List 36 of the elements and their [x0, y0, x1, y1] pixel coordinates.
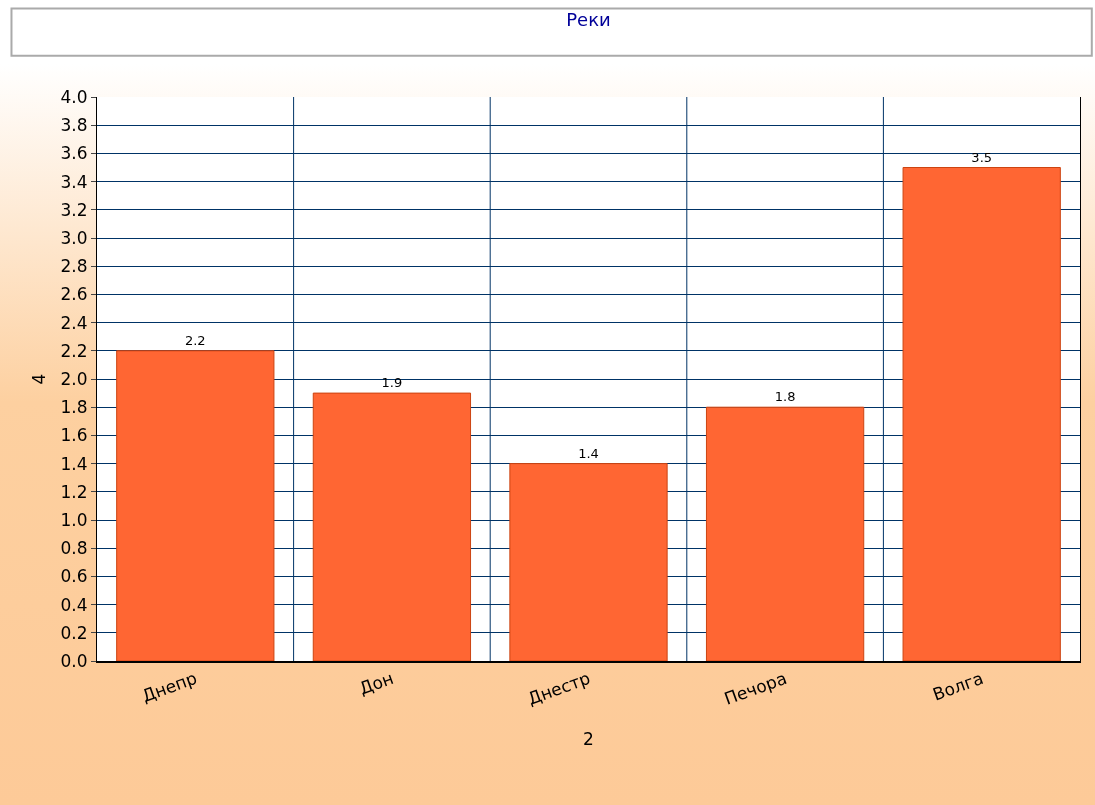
y-tick-label: 1.6 — [60, 425, 88, 446]
y-tick-label: 2.8 — [60, 256, 88, 277]
data-label: 1.4 — [578, 445, 599, 461]
y-tick-label: 0.0 — [60, 650, 88, 671]
y-tick-label: 0.8 — [60, 538, 88, 559]
bar — [312, 392, 472, 661]
y-tick-label: 2.4 — [60, 312, 88, 333]
y-tick-label: 0.6 — [60, 566, 88, 587]
y-tick-label: 2.2 — [60, 340, 88, 361]
y-tick-label: 3.8 — [60, 115, 88, 136]
y-tick-label: 0.4 — [60, 594, 88, 615]
chart-title: Реки — [566, 9, 611, 31]
y-tick-label: 1.4 — [60, 453, 88, 474]
data-label: 2.2 — [184, 332, 206, 348]
bar — [116, 350, 275, 661]
y-tick-label: 3.6 — [60, 143, 88, 164]
x-tick-label: Волга — [930, 667, 986, 705]
y-tick-label: 4.0 — [60, 86, 88, 107]
y-tick-label: 1.2 — [60, 481, 88, 502]
y-tick-label: 2.0 — [60, 368, 88, 389]
y-tick-label: 2.6 — [60, 284, 88, 305]
y-tick-label: 1.0 — [60, 509, 88, 530]
y-tick-label: 0.2 — [60, 622, 88, 643]
y-tick-label: 3.0 — [60, 227, 88, 248]
data-label: 1.8 — [774, 389, 796, 405]
y-tick-label: 3.2 — [60, 199, 88, 220]
data-label: 3.5 — [971, 149, 993, 165]
y-tick-label: 1.8 — [60, 397, 88, 418]
x-axis-title: 2 — [583, 728, 594, 749]
y-axis-title: 4 — [29, 373, 50, 385]
bar — [902, 167, 1061, 661]
data-label: 1.9 — [381, 375, 403, 391]
bar — [705, 406, 865, 661]
x-tick-label: Дон — [356, 667, 397, 699]
bar — [509, 463, 668, 661]
y-tick-label: 3.4 — [60, 171, 88, 192]
